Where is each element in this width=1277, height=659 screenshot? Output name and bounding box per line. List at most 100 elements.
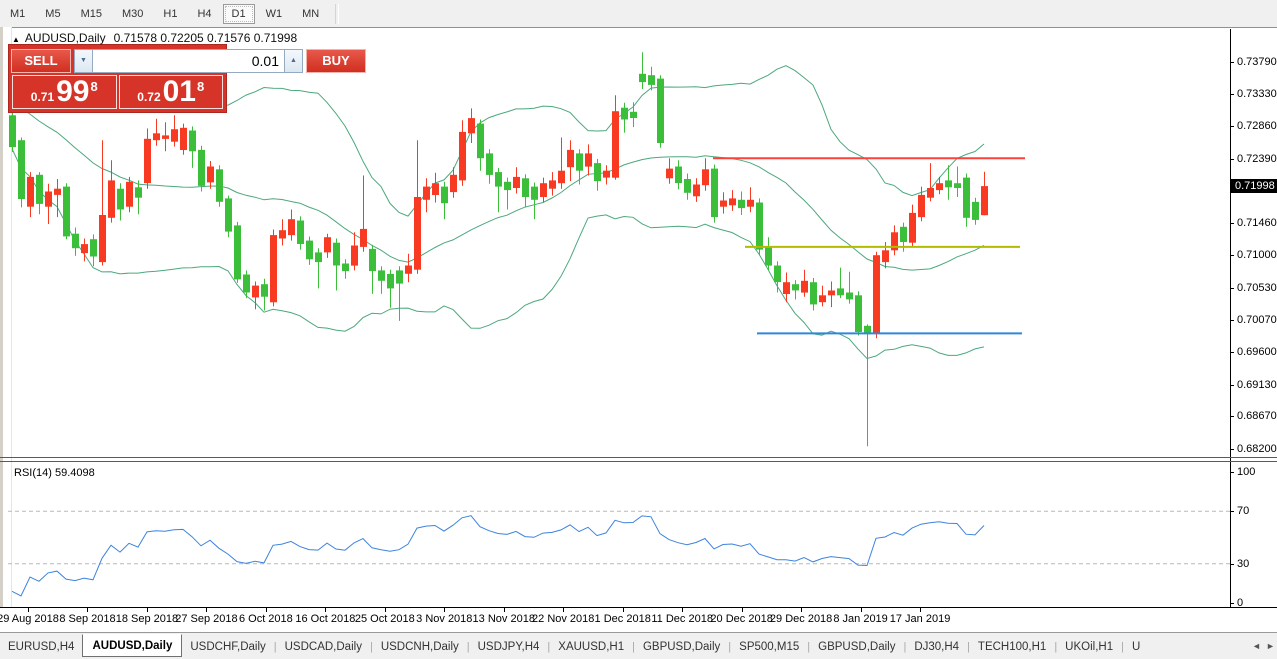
price-axis-label-0.70070: 0.70070: [1237, 313, 1277, 326]
chart-ohlc-readout: 0.71578 0.72205 0.71576 0.71998: [113, 31, 298, 45]
buy-price-display[interactable]: 0.72 01 8: [118, 75, 223, 109]
tab-scroll-left-icon[interactable]: ◄: [1252, 641, 1261, 651]
date-axis-label: 27 Sep 2018: [175, 613, 238, 625]
chart-tab-eurusd-h4[interactable]: EURUSD,H4: [8, 640, 75, 653]
date-axis-tickmark: [801, 608, 803, 612]
rsi-axis-label-0: 0: [1237, 597, 1244, 609]
panel-separator-bottom[interactable]: [0, 461, 1277, 462]
tab-scroll-right-icon[interactable]: ►: [1266, 641, 1275, 651]
date-axis-label: 3 Nov 2018: [416, 613, 473, 625]
tab-separator: |: [728, 640, 732, 653]
volume-increase-button[interactable]: ▲: [284, 48, 303, 73]
price-axis-label-0.73330: 0.73330: [1237, 87, 1277, 100]
chart-tab-dj30-h4[interactable]: DJ30,H4: [914, 640, 960, 653]
date-axis-tickmark: [325, 608, 327, 612]
chart-tab-ukoil-h1[interactable]: UKOil,H1: [1065, 640, 1114, 653]
timeframe-button-M1[interactable]: M1: [1, 4, 34, 24]
price-axis-tickmark: [1230, 449, 1234, 450]
price-axis-tickmark: [1230, 287, 1234, 289]
price-axis-tickmark: [1230, 416, 1234, 418]
sell-price-display[interactable]: 0.71 99 8: [12, 75, 117, 109]
rsi-axis-label-100: 100: [1237, 466, 1256, 478]
panel-separator-top[interactable]: [0, 457, 1277, 458]
chart-tab-sp500-m15[interactable]: SP500,M15: [739, 640, 800, 653]
date-axis-tickmark: [146, 608, 148, 612]
price-axis-label-0.71460: 0.71460: [1237, 217, 1277, 230]
main-chart-canvas[interactable]: [8, 30, 1230, 457]
tab-separator: |: [369, 640, 373, 653]
buy-button[interactable]: BUY: [306, 48, 366, 73]
current-price-badge: 0.71998: [1231, 179, 1277, 193]
sell-price-main: 99: [56, 75, 90, 108]
date-axis-tickmark: [384, 608, 386, 612]
rsi-axis-label-30: 30: [1237, 557, 1250, 570]
price-axis-tickmark: [1230, 352, 1234, 354]
timeframe-toolbar: M1 M5 M15 M30 H1 H4 D1 W1 MN: [0, 0, 1277, 28]
price-axis-label-0.70530: 0.70530: [1237, 281, 1277, 294]
tab-separator: |: [1121, 640, 1124, 653]
volume-stepper: ▼ ▲: [74, 48, 303, 73]
rsi-indicator-label: RSI(14) 59.4098: [14, 467, 95, 479]
timeframe-button-M30[interactable]: M30: [113, 4, 152, 24]
chart-tab-u[interactable]: U: [1131, 640, 1141, 653]
price-axis-label-0.69600: 0.69600: [1237, 346, 1277, 359]
chart-tab-bar: ◄ ► EURUSD,H4 AUDUSD,Daily USDCHF,Daily | US…: [0, 632, 1277, 659]
rsi-axis-tickmark: [1230, 472, 1234, 473]
chart-tab-audusd-daily[interactable]: AUDUSD,Daily: [82, 634, 183, 657]
chart-tab-usdcnh-daily[interactable]: USDCNH,Daily: [380, 640, 459, 653]
timeframe-button-W1[interactable]: W1: [257, 4, 292, 24]
date-axis-tickmark: [563, 608, 565, 612]
price-axis-label-0.72860: 0.72860: [1237, 120, 1277, 133]
date-axis-label: 8 Jan 2019: [833, 613, 888, 625]
timeframe-button-M15[interactable]: M15: [72, 4, 111, 24]
date-axis-tickmark: [622, 608, 624, 612]
price-axis-tickmark: [1230, 93, 1234, 95]
date-axis-tickmark: [920, 608, 922, 612]
volume-decrease-button[interactable]: ▼: [74, 48, 93, 73]
rsi-indicator-canvas[interactable]: [8, 462, 1230, 607]
rsi-axis-tickmark: [1230, 563, 1234, 565]
timeframe-button-D1[interactable]: D1: [222, 3, 255, 24]
buy-price-main: 01: [162, 75, 196, 108]
tab-separator: |: [632, 640, 635, 653]
rsi-axis-label-70: 70: [1237, 505, 1250, 518]
buy-price-pip: 8: [197, 79, 205, 94]
timeframe-button-MN[interactable]: MN: [293, 4, 328, 24]
timeframe-button-H1[interactable]: H1: [154, 4, 186, 24]
tab-separator: |: [273, 640, 277, 653]
price-axis-tickmark: [1230, 255, 1234, 257]
price-axis-label-0.69130: 0.69130: [1237, 378, 1277, 391]
price-axis-tickmark: [1230, 223, 1234, 225]
timeframe-button-M5[interactable]: M5: [36, 4, 69, 24]
date-axis-tickmark: [444, 608, 446, 612]
date-axis-tickmark: [28, 608, 29, 612]
date-axis-label: 1 Dec 2018: [594, 613, 651, 625]
chart-tab-tech100-h1[interactable]: TECH100,H1: [977, 640, 1047, 653]
toolbar-separator: [335, 3, 340, 24]
chart-tab-usdcad-daily[interactable]: USDCAD,Daily: [284, 640, 362, 653]
date-axis-label: 29 Aug 2018: [0, 613, 59, 625]
price-axis-label-0.72390: 0.72390: [1237, 152, 1277, 165]
chart-tab-gbpusd-daily[interactable]: GBPUSD,Daily: [818, 640, 896, 653]
price-axis-label-0.73790: 0.73790: [1237, 56, 1277, 68]
chart-symbol-period: AUDUSD,Daily: [24, 31, 106, 45]
tab-separator: |: [466, 640, 470, 653]
chart-tab-usdchf-daily[interactable]: USDCHF,Daily: [190, 640, 266, 653]
collapse-triangle-icon[interactable]: ▲: [12, 35, 20, 44]
price-axis-line: [1230, 29, 1231, 607]
chart-tab-usdjpy-h4[interactable]: USDJPY,H4: [477, 640, 540, 653]
date-axis-tickmark: [87, 608, 89, 612]
price-axis-tickmark: [1230, 126, 1234, 128]
chart-tab-xauusd-h1[interactable]: XAUUSD,H1: [558, 640, 625, 653]
price-axis-tickmark: [1230, 384, 1234, 386]
date-axis-label: 18 Sep 2018: [115, 613, 179, 625]
chart-tab-gbpusd-daily[interactable]: GBPUSD,Daily: [642, 640, 721, 653]
price-axis-tickmark: [1230, 158, 1234, 160]
volume-input[interactable]: [93, 48, 284, 73]
chart-title: ▲ AUDUSD,Daily 0.71578 0.72205 0.71576 0.7…: [12, 31, 297, 45]
sell-button[interactable]: SELL: [11, 48, 71, 73]
rsi-axis-tickmark: [1230, 511, 1234, 513]
timeframe-button-H4[interactable]: H4: [188, 4, 220, 24]
date-axis[interactable]: 29 Aug 2018 8 Sep 2018 18 Sep 2018 27 Sep 2…: [0, 607, 1277, 633]
